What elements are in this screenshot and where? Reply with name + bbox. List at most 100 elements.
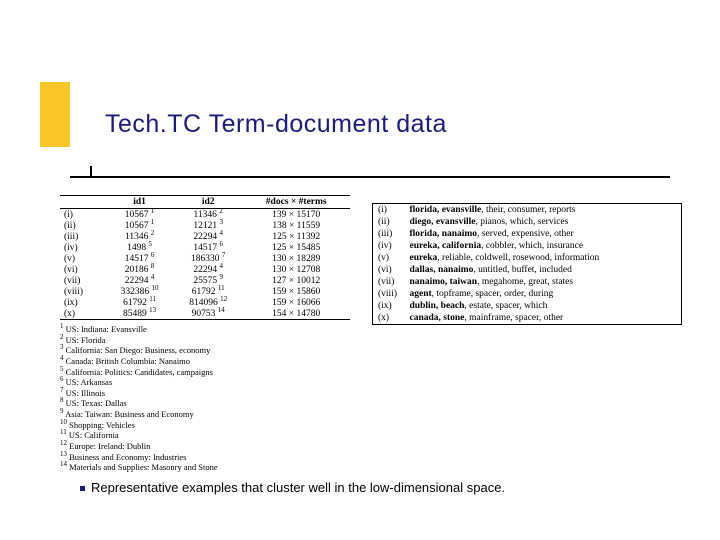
table-cell: 22294 4 [105, 275, 174, 286]
data-table-header [60, 196, 105, 209]
footnote: 7 US: Illinois [60, 388, 350, 399]
table-cell: eureka, california, cobbler, which, insu… [405, 240, 682, 252]
table-cell: 10567 1 [105, 209, 174, 221]
table-cell: (vi) [60, 264, 105, 275]
table-cell: dallas, nanaimo, untitled, buffet, inclu… [405, 264, 682, 276]
table-row: (i)10567 111346 2139 × 15170 [60, 209, 350, 221]
table-cell: (vii) [373, 276, 405, 288]
footnotes: 1 US: Indiana: Evansville2 US: Florida3 … [60, 324, 350, 473]
data-table: id1id2#docs × #terms (i)10567 111346 213… [60, 195, 350, 320]
table-cell: (x) [60, 308, 105, 320]
table-row: (x)canada, stone, mainframe, spacer, oth… [373, 312, 682, 325]
table-cell: 159 × 16066 [242, 297, 350, 308]
table-cell: 11346 2 [105, 231, 174, 242]
table-cell: 138 × 11559 [242, 220, 350, 231]
table-cell: 154 × 14780 [242, 308, 350, 320]
table-cell: 186330 7 [174, 253, 243, 264]
table-row: (ii)diego, evansville, pianos, which, se… [373, 216, 682, 228]
table-cell: 125 × 11392 [242, 231, 350, 242]
footnote: 4 Canada: British Columbia: Nanaimo [60, 356, 350, 367]
left-column: id1id2#docs × #terms (i)10567 111346 213… [60, 195, 350, 473]
data-table-header: id1 [105, 196, 174, 209]
table-row: (viii)332386 1061792 11159 × 15860 [60, 286, 350, 297]
table-row: (ix)dublin, beach, estate, spacer, which [373, 300, 682, 312]
table-cell: 12121 3 [174, 220, 243, 231]
table-cell: florida, evansville, their, consumer, re… [405, 204, 682, 217]
table-cell: 11346 2 [174, 209, 243, 221]
table-cell: (vii) [60, 275, 105, 286]
table-row: (iv)1498 514517 6125 × 15485 [60, 242, 350, 253]
table-cell: 20186 8 [105, 264, 174, 275]
terms-table: (i)florida, evansville, their, consumer,… [372, 203, 682, 325]
data-table-header: id2 [174, 196, 243, 209]
accent-block [40, 82, 70, 147]
table-cell: 61792 11 [174, 286, 243, 297]
table-cell: 159 × 15860 [242, 286, 350, 297]
table-row: (v)eureka, reliable, coldwell, rosewood,… [373, 252, 682, 264]
table-cell: (v) [373, 252, 405, 264]
footnote: 9 Asia: Taiwan: Business and Economy [60, 409, 350, 420]
table-cell: diego, evansville, pianos, which, servic… [405, 216, 682, 228]
table-cell: (x) [373, 312, 405, 325]
footnote: 5 California: Politics: Candidates, camp… [60, 367, 350, 378]
table-cell: (v) [60, 253, 105, 264]
footnote: 12 Europe: Ireland: Dublin [60, 441, 350, 452]
table-cell: (viii) [60, 286, 105, 297]
table-row: (iv)eureka, california, cobbler, which, … [373, 240, 682, 252]
table-row: (x)85489 1390753 14154 × 14780 [60, 308, 350, 320]
table-cell: (viii) [373, 288, 405, 300]
footnote: 1 US: Indiana: Evansville [60, 324, 350, 335]
slide-title: Tech.TC Term-document data [105, 110, 447, 139]
table-cell: dublin, beach, estate, spacer, which [405, 300, 682, 312]
table-cell: 22294 4 [174, 231, 243, 242]
table-cell: (ix) [60, 297, 105, 308]
table-cell: (iii) [373, 228, 405, 240]
bullet-line: Representative examples that cluster wel… [80, 480, 505, 495]
bullet-icon [80, 486, 85, 491]
table-cell: 25575 9 [174, 275, 243, 286]
table-cell: 10567 1 [105, 220, 174, 231]
table-cell: 814096 12 [174, 297, 243, 308]
table-cell: 85489 13 [105, 308, 174, 320]
footnote: 14 Materials and Supplies: Masonry and S… [60, 462, 350, 473]
table-cell: 90753 14 [174, 308, 243, 320]
table-cell: (i) [373, 204, 405, 217]
table-cell: (iv) [373, 240, 405, 252]
data-table-header: #docs × #terms [242, 196, 350, 209]
table-cell: nanaimo, taiwan, megahome, great, states [405, 276, 682, 288]
table-row: (vii)nanaimo, taiwan, megahome, great, s… [373, 276, 682, 288]
table-row: (ix)61792 11814096 12159 × 16066 [60, 297, 350, 308]
table-cell: (ii) [60, 220, 105, 231]
table-row: (v)14517 6186330 7130 × 18289 [60, 253, 350, 264]
footnote: 13 Business and Economy: Industries [60, 452, 350, 463]
table-cell: 139 × 15170 [242, 209, 350, 221]
table-cell: (i) [60, 209, 105, 221]
table-row: (viii)agent, topframe, spacer, order, du… [373, 288, 682, 300]
table-cell: (ix) [373, 300, 405, 312]
table-row: (i)florida, evansville, their, consumer,… [373, 204, 682, 217]
table-cell: (iii) [60, 231, 105, 242]
table-cell: 22294 4 [174, 264, 243, 275]
footnote: 10 Shopping: Vehicles [60, 420, 350, 431]
footnote: 11 US: California [60, 430, 350, 441]
table-cell: 130 × 12708 [242, 264, 350, 275]
table-cell: (iv) [60, 242, 105, 253]
table-row: (vii)22294 425575 9127 × 10012 [60, 275, 350, 286]
table-cell: agent, topframe, spacer, order, during [405, 288, 682, 300]
table-cell: 125 × 15485 [242, 242, 350, 253]
footnote: 6 US: Arkansas [60, 377, 350, 388]
bullet-text: Representative examples that cluster wel… [91, 480, 505, 495]
table-cell: (vi) [373, 264, 405, 276]
table-cell: 61792 11 [105, 297, 174, 308]
title-underline [70, 176, 670, 178]
footnote: 3 California: San Diego: Business, econo… [60, 345, 350, 356]
table-row: (iii)11346 222294 4125 × 11392 [60, 231, 350, 242]
table-cell: 127 × 10012 [242, 275, 350, 286]
table-cell: (ii) [373, 216, 405, 228]
table-cell: florida, nanaimo, served, expensive, oth… [405, 228, 682, 240]
table-cell: 14517 6 [105, 253, 174, 264]
table-cell: 332386 10 [105, 286, 174, 297]
table-cell: eureka, reliable, coldwell, rosewood, in… [405, 252, 682, 264]
table-row: (ii)10567 112121 3138 × 11559 [60, 220, 350, 231]
table-row: (vi)dallas, nanaimo, untitled, buffet, i… [373, 264, 682, 276]
